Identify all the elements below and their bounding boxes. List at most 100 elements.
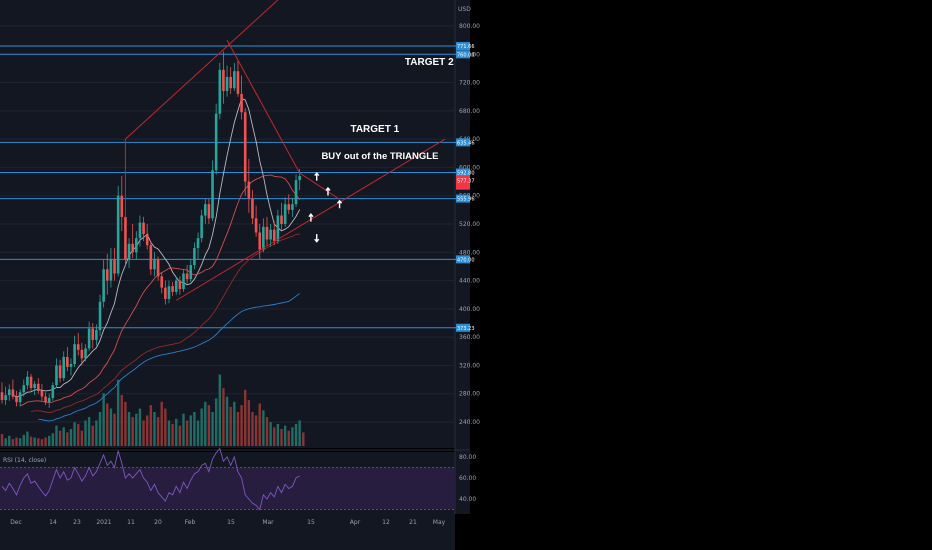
candle-body[interactable] xyxy=(211,170,214,219)
x-tick-label: 14 xyxy=(49,519,57,526)
volume-bar xyxy=(0,434,4,446)
candle-body[interactable] xyxy=(142,222,145,234)
channel-upper-line[interactable] xyxy=(125,0,299,140)
candle-body[interactable] xyxy=(156,259,160,277)
candle-body[interactable] xyxy=(283,204,287,224)
candle-body[interactable] xyxy=(138,222,142,239)
candle-body[interactable] xyxy=(229,76,232,89)
volume-bar xyxy=(66,432,69,446)
candle-body[interactable] xyxy=(153,259,156,270)
candle-body[interactable] xyxy=(22,385,26,393)
candle-body[interactable] xyxy=(11,389,15,397)
candle-body[interactable] xyxy=(102,269,105,302)
candle-body[interactable] xyxy=(69,364,73,367)
candle-body[interactable] xyxy=(145,233,149,246)
candle-body[interactable] xyxy=(182,273,185,290)
candle-body[interactable] xyxy=(124,216,127,260)
candle-body[interactable] xyxy=(40,390,44,397)
candle-body[interactable] xyxy=(135,238,138,253)
candle-body[interactable] xyxy=(87,328,91,349)
candle-body[interactable] xyxy=(131,243,134,253)
breakout-path-line[interactable] xyxy=(299,172,340,200)
candle-body[interactable] xyxy=(207,204,211,219)
candle-body[interactable] xyxy=(149,245,153,270)
candle-body[interactable] xyxy=(164,287,167,299)
candle-body[interactable] xyxy=(105,269,109,281)
candle-body[interactable] xyxy=(116,195,120,274)
candle-body[interactable] xyxy=(44,396,47,403)
candle-body[interactable] xyxy=(280,215,283,224)
candle-body[interactable] xyxy=(196,238,200,249)
level-label-bg xyxy=(456,50,470,59)
candle-body[interactable] xyxy=(55,365,58,386)
candle-body[interactable] xyxy=(272,229,276,241)
candle-body[interactable] xyxy=(251,198,254,219)
candle-body[interactable] xyxy=(200,215,203,239)
candle-body[interactable] xyxy=(120,195,124,217)
candle-body[interactable] xyxy=(189,265,193,280)
candle-body[interactable] xyxy=(18,392,22,403)
candle-body[interactable] xyxy=(80,349,84,359)
candle-body[interactable] xyxy=(236,71,240,94)
candle-body[interactable] xyxy=(269,229,272,240)
candle-body[interactable] xyxy=(167,286,171,299)
candle-body[interactable] xyxy=(254,218,258,233)
candle-body[interactable] xyxy=(0,392,4,401)
candle-body[interactable] xyxy=(240,93,243,113)
volume-bar xyxy=(135,413,138,446)
candle-body[interactable] xyxy=(193,248,196,266)
candle-body[interactable] xyxy=(73,344,76,365)
x-tick-label: 23 xyxy=(73,519,81,526)
candle-body[interactable] xyxy=(15,396,18,403)
candle-body[interactable] xyxy=(243,112,247,182)
candle-body[interactable] xyxy=(287,204,291,210)
candle-body[interactable] xyxy=(47,397,51,403)
candle-body[interactable] xyxy=(113,259,116,274)
candle-body[interactable] xyxy=(265,226,269,240)
candle-body[interactable] xyxy=(174,280,178,292)
candle-body[interactable] xyxy=(58,365,62,379)
candle-body[interactable] xyxy=(233,71,236,89)
candle-body[interactable] xyxy=(66,356,69,367)
volume-bar xyxy=(182,413,185,446)
candle-body[interactable] xyxy=(51,385,55,398)
volume-bar xyxy=(22,434,25,446)
candle-body[interactable] xyxy=(276,215,280,241)
candle-body[interactable] xyxy=(298,175,301,181)
candle-body[interactable] xyxy=(247,181,251,199)
candle-body[interactable] xyxy=(37,383,40,391)
candle-body[interactable] xyxy=(203,204,207,216)
candle-body[interactable] xyxy=(178,280,182,290)
candle-body[interactable] xyxy=(84,348,87,359)
candle-body[interactable] xyxy=(262,226,265,250)
candle-body[interactable] xyxy=(225,76,229,92)
candle-body[interactable] xyxy=(33,383,36,389)
candle-body[interactable] xyxy=(214,113,218,171)
candle-body[interactable] xyxy=(62,356,66,379)
volume-bar xyxy=(236,412,240,446)
candle-body[interactable] xyxy=(29,376,33,389)
candle-body[interactable] xyxy=(160,276,164,288)
candle-body[interactable] xyxy=(258,232,262,250)
candle-body[interactable] xyxy=(109,259,113,281)
triangle-upper-line[interactable] xyxy=(226,39,301,174)
candle-body[interactable] xyxy=(294,180,298,205)
candle-body[interactable] xyxy=(7,389,11,396)
ma-mid-line xyxy=(19,174,301,407)
candle-body[interactable] xyxy=(76,344,80,350)
candle-body[interactable] xyxy=(127,243,131,260)
candle-body[interactable] xyxy=(98,301,102,331)
candle-body[interactable] xyxy=(26,376,29,386)
candle-body[interactable] xyxy=(171,286,174,292)
candle-body[interactable] xyxy=(291,204,294,210)
x-tick-label: Dec xyxy=(10,519,22,526)
candle-body[interactable] xyxy=(95,330,98,340)
level-label: 470.00 xyxy=(457,257,475,263)
candle-body[interactable] xyxy=(91,328,95,340)
candle-body[interactable] xyxy=(218,69,222,114)
candle-body[interactable] xyxy=(222,69,225,92)
candle-body[interactable] xyxy=(185,273,189,280)
candle-body[interactable] xyxy=(4,395,7,401)
volume-bar xyxy=(175,418,178,446)
